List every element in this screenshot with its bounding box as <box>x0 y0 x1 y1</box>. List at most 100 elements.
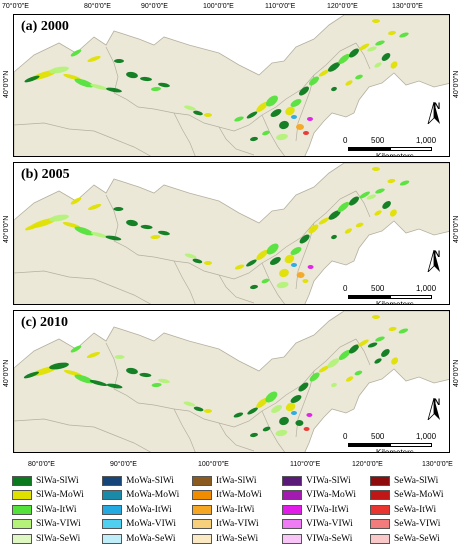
scale-tick-label: 0 <box>343 284 348 293</box>
scale-tick-label: 500 <box>371 136 385 145</box>
vegetation-patch <box>150 234 161 240</box>
bottom-coord-label: 110°0'0"E <box>290 461 321 468</box>
vegetation-patch <box>70 49 82 57</box>
province-boundary <box>105 46 175 114</box>
vegetation-patch <box>250 432 258 438</box>
vegetation-patch <box>374 62 382 68</box>
vegetation-patch <box>387 178 396 184</box>
vegetation-patch <box>307 117 313 121</box>
vegetation-patch <box>246 111 258 119</box>
vegetation-patch <box>349 344 359 354</box>
vegetation-patch <box>49 362 69 370</box>
legend-item: ItWa-SeWi <box>192 532 258 545</box>
vegetation-patch <box>338 349 351 361</box>
bottom-coord-label: 120°0'0"E <box>352 461 383 468</box>
right-coord-label: 40°0'0"N <box>453 215 460 243</box>
province-boundary <box>105 342 175 410</box>
scale-bar: 0 500 1,000 Kilometers <box>343 284 436 304</box>
land-area <box>14 311 449 452</box>
top-coord-label: 120°0'0"E <box>327 3 358 10</box>
north-arrow-shape <box>427 398 440 420</box>
legend-swatch <box>370 490 390 500</box>
vegetation-patch <box>299 86 309 96</box>
vegetation-patch <box>389 209 397 217</box>
vegetation-patch <box>266 95 278 107</box>
scale-unit: Kilometers <box>376 448 414 453</box>
scale-tick-label: 1,000 <box>416 136 437 145</box>
legend-item: SlWa-VIWi <box>12 518 81 531</box>
vegetation-patch <box>355 222 364 228</box>
legend-label: SeWa-MoWi <box>394 490 444 500</box>
vegetation-patch <box>299 234 310 244</box>
legend-swatch <box>370 475 390 486</box>
legend-label: MoWa-ItWi <box>126 504 172 515</box>
vegetation-patch <box>250 284 258 290</box>
legend-swatch <box>12 475 32 486</box>
scale-tick-label: 500 <box>371 432 385 441</box>
vegetation-patch <box>234 116 244 122</box>
vegetation-patch <box>271 405 283 413</box>
vegetation-patch <box>295 420 304 426</box>
vegetation-patch <box>328 210 341 220</box>
legend-label: ItWa-ItWi <box>216 504 255 515</box>
top-coord-label: 70°0'0"E <box>2 3 29 10</box>
vegetation-patch <box>398 328 409 334</box>
vegetation-patch <box>126 219 138 227</box>
vegetation-patch <box>303 131 309 135</box>
legend-label: SeWa-ItWi <box>394 504 437 515</box>
vegetation-patch <box>279 268 289 278</box>
vegetation-patch <box>193 110 203 116</box>
legend-swatch <box>192 519 212 529</box>
panel-title: (b) 2005 <box>21 167 70 182</box>
vegetation-patch <box>74 78 94 88</box>
left-coord-label: 40°0'0"N <box>3 70 10 98</box>
legend-label: SeWa-SeWi <box>394 533 440 544</box>
province-boundary <box>173 260 196 304</box>
legend-item: VIWa-ItWi <box>282 503 349 516</box>
vegetation-patch <box>74 374 94 384</box>
vegetation-patch <box>192 258 203 264</box>
vegetation-patch <box>337 201 350 213</box>
vegetation-patch <box>327 358 340 368</box>
vegetation-patch <box>372 19 380 23</box>
legend-swatch <box>282 475 302 486</box>
vegetation-patch <box>390 61 398 69</box>
legend-swatch <box>370 533 390 544</box>
scale-tick-label: 0 <box>343 432 348 441</box>
scale-segment-black <box>348 443 390 447</box>
scale-segment-white <box>390 147 432 151</box>
legend-swatch <box>12 519 32 529</box>
panel-title: (c) 2010 <box>21 315 69 330</box>
legend-item: VIWa-VIWi <box>282 518 353 531</box>
legend-item: MoWa-SlWi <box>102 474 174 487</box>
right-coord-label: 40°0'0"N <box>453 70 460 98</box>
top-coord-label: 130°0'0"E <box>392 3 423 10</box>
scale-tick-label: 500 <box>371 284 385 293</box>
vegetation-patch <box>338 53 350 65</box>
legend-swatch <box>192 504 212 515</box>
panel-title: (a) 2000 <box>21 19 69 34</box>
vegetation-patch <box>247 407 258 415</box>
vegetation-patch <box>270 109 282 117</box>
vegetation-patch <box>204 409 212 413</box>
vegetation-patch <box>250 136 258 142</box>
right-coord-label: 40°0'0"N <box>453 359 460 387</box>
vegetation-patch <box>399 180 410 186</box>
legend-item: SeWa-VIWi <box>370 518 440 531</box>
vegetation-patch <box>87 203 102 211</box>
legend-swatch <box>102 490 122 500</box>
province-boundary <box>14 122 152 156</box>
bottom-coord-label: 130°0'0"E <box>422 461 453 468</box>
vegetation-patch <box>381 349 390 357</box>
legend-swatch <box>192 475 212 486</box>
legend-label: MoWa-SlWi <box>126 475 174 486</box>
left-coord-label: 40°0'0"N <box>3 215 10 243</box>
vegetation-patch <box>308 224 319 234</box>
vegetation-patch <box>345 80 353 86</box>
vegetation-patch <box>328 62 340 72</box>
vegetation-patch <box>193 406 204 412</box>
vegetation-patch <box>284 254 295 264</box>
legend-item: SlWa-ItWi <box>12 503 77 516</box>
province-boundary <box>261 338 357 412</box>
vegetation-patch <box>63 369 82 377</box>
